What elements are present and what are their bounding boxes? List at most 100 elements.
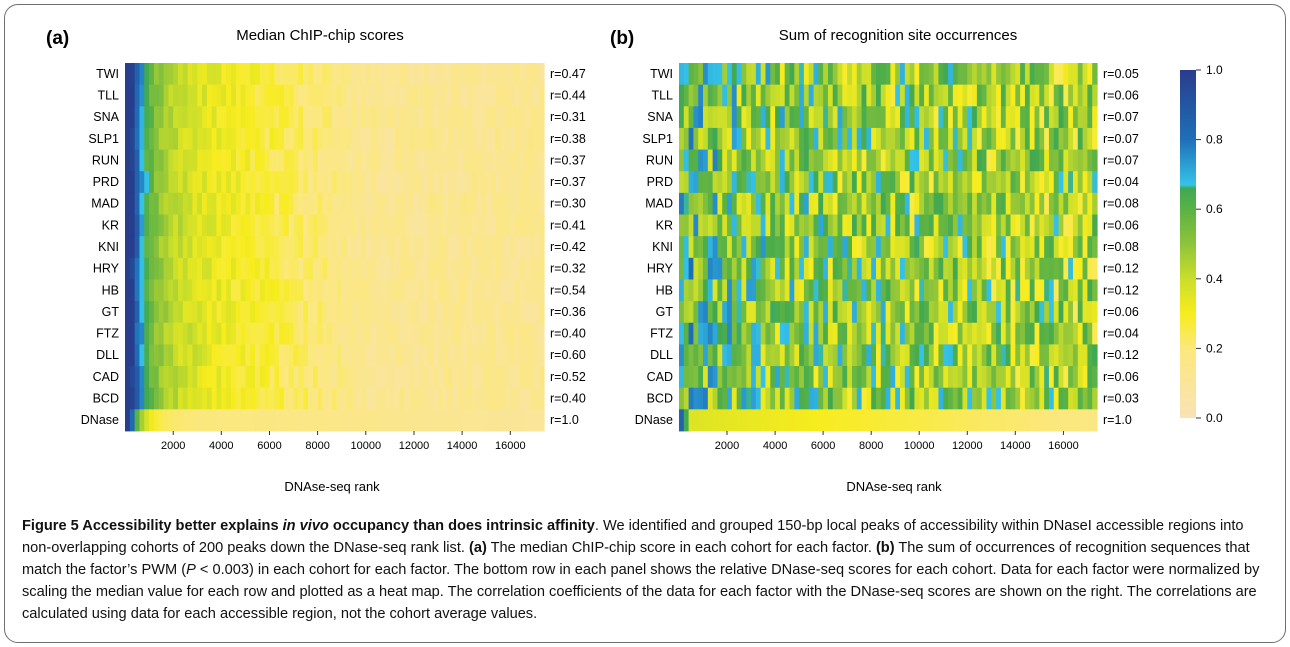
- heatmap-cell: [823, 106, 829, 129]
- heatmap-cell: [515, 257, 521, 280]
- heatmap-cell: [515, 236, 521, 259]
- heatmap-cell: [139, 149, 145, 172]
- heatmap-cell: [1058, 236, 1064, 259]
- heatmap-cell: [298, 322, 304, 345]
- heatmap-cell: [751, 127, 757, 150]
- heatmap-cell: [240, 171, 247, 194]
- heatmap-cell: [399, 127, 405, 150]
- heatmap-cell: [168, 192, 174, 215]
- heatmap-cell: [298, 192, 304, 215]
- heatmap-cell: [1092, 214, 1098, 237]
- heatmap-cell: [991, 322, 997, 345]
- heatmap-cell: [827, 236, 834, 259]
- heatmap-cell: [842, 344, 848, 367]
- heatmap-cell: [264, 171, 271, 194]
- heatmap-cell: [341, 322, 348, 345]
- heatmap-cell: [389, 84, 396, 107]
- heatmap-cell: [226, 257, 232, 280]
- heatmap-cell: [909, 84, 916, 107]
- heatmap-cell: [226, 366, 232, 389]
- heatmap-cell: [466, 409, 473, 432]
- heatmap-cell: [1087, 301, 1093, 324]
- heatmap-cell: [510, 63, 516, 86]
- heatmap-cell: [149, 149, 155, 172]
- heatmap-cell: [933, 171, 940, 194]
- heatmap-cell: [943, 387, 949, 410]
- heatmap-cell: [779, 192, 786, 215]
- heatmap-cell: [736, 322, 743, 345]
- heatmap-cell: [250, 322, 256, 345]
- heatmap-cell: [972, 84, 978, 107]
- heatmap-cell: [1039, 149, 1045, 172]
- heatmap-cell: [351, 214, 357, 237]
- heatmap-cell: [206, 322, 213, 345]
- heatmap-cell: [1087, 214, 1093, 237]
- heatmap-cell: [1092, 171, 1098, 194]
- heatmap-cell: [871, 366, 877, 389]
- heatmap-cell: [452, 236, 458, 259]
- caption-title-part1: Figure 5 Accessibility better explains: [22, 518, 283, 534]
- heatmap-cell: [736, 387, 743, 410]
- heatmap-cell: [991, 84, 997, 107]
- heatmap-cell: [1000, 127, 1007, 150]
- heatmap-cell: [1082, 301, 1088, 324]
- heatmap-cell: [996, 322, 1002, 345]
- heatmap-cell: [298, 106, 304, 129]
- heatmap-cell: [245, 236, 251, 259]
- heatmap-cell: [1087, 257, 1093, 280]
- heatmap-cell: [413, 387, 420, 410]
- heatmap-cell: [1015, 149, 1021, 172]
- heatmap-cell: [1068, 127, 1074, 150]
- heatmap-cell: [129, 149, 136, 172]
- heatmap-cell: [269, 106, 275, 129]
- heatmap-cell: [428, 387, 434, 410]
- heatmap-cell: [943, 257, 949, 280]
- heatmap-cell: [259, 192, 266, 215]
- heatmap-cell: [890, 257, 896, 280]
- heatmap-cell: [370, 301, 377, 324]
- heatmap-cell: [433, 366, 439, 389]
- heatmap-cell: [177, 192, 184, 215]
- heatmap-cell: [693, 84, 699, 107]
- heatmap-cell: [784, 344, 791, 367]
- heatmap-cell: [173, 279, 179, 302]
- heatmap-cell: [775, 171, 781, 194]
- heatmap-cell: [765, 301, 771, 324]
- heatmap-cell: [462, 84, 468, 107]
- heatmap-cell: [712, 171, 719, 194]
- heatmap-cell: [1000, 301, 1007, 324]
- heatmap-cell: [1082, 257, 1088, 280]
- heatmap-cell: [900, 127, 906, 150]
- heatmap-cell: [250, 171, 256, 194]
- heatmap-cell: [775, 106, 781, 129]
- heatmap-cell: [385, 344, 391, 367]
- heatmap-cell: [938, 106, 944, 129]
- heatmap-cell: [1048, 409, 1055, 432]
- heatmap-cell: [856, 127, 863, 150]
- heatmap-cell: [1087, 387, 1093, 410]
- heatmap-cell: [707, 236, 714, 259]
- heatmap-cell: [871, 322, 877, 345]
- heatmap-cell: [182, 149, 189, 172]
- heatmap-cell: [794, 127, 800, 150]
- heatmap-cell: [491, 63, 497, 86]
- heatmap-cell: [851, 236, 858, 259]
- heatmap-cell: [129, 84, 136, 107]
- heatmap-cell: [1024, 366, 1031, 389]
- heatmap-cell: [1039, 279, 1045, 302]
- heatmap-cell: [519, 301, 526, 324]
- heatmap-cell: [428, 344, 434, 367]
- heatmap-cell: [452, 63, 458, 86]
- heatmap-cell: [871, 127, 877, 150]
- heatmap-cell: [895, 84, 901, 107]
- heatmap-cell: [707, 63, 714, 86]
- correlation-label: r=0.04: [1103, 175, 1139, 189]
- heatmap-cell: [967, 344, 973, 367]
- heatmap-cell: [476, 192, 482, 215]
- heatmap-cell: [322, 236, 328, 259]
- figure-5-heatmaps: (a) Median ChIP-chip scores TWITLLSNASLP…: [46, 27, 1223, 494]
- heatmap-cell: [794, 366, 800, 389]
- heatmap-cell: [1092, 279, 1098, 302]
- heatmap-cell: [322, 344, 328, 367]
- heatmap-cell: [1072, 409, 1079, 432]
